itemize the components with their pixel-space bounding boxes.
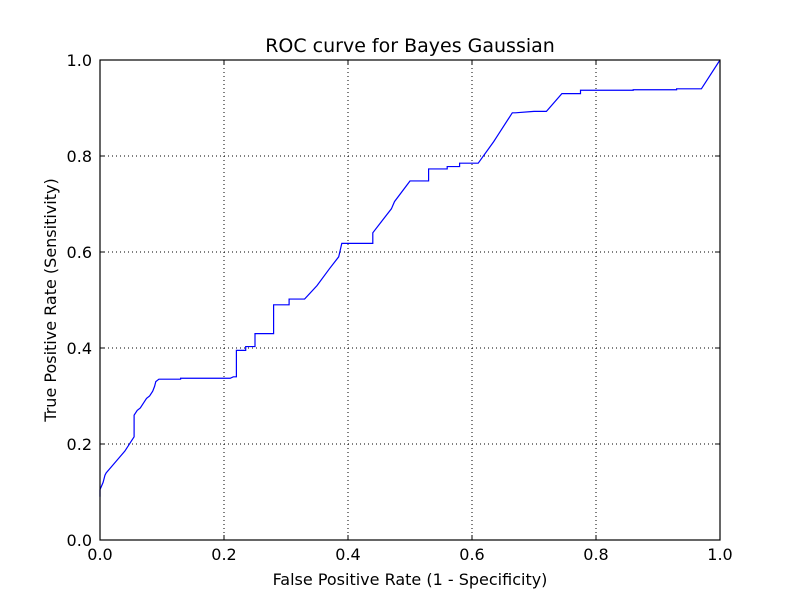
y-tick-label: 0.6 <box>67 243 92 262</box>
x-tick-label: 0.6 <box>459 545 484 564</box>
x-tick-label: 0.2 <box>211 545 236 564</box>
x-tick-label: 0.8 <box>583 545 608 564</box>
plot-frame <box>99 59 721 541</box>
y-tick-label: 0.8 <box>67 147 92 166</box>
x-tick-label: 0.0 <box>87 545 112 564</box>
roc-curve-line <box>99 59 721 497</box>
x-axis-title: False Positive Rate (1 - Specificity) <box>273 570 548 589</box>
series-layer <box>99 59 721 497</box>
y-axis-title: True Positive Rate (Sensitivity) <box>41 178 60 422</box>
tick-layer <box>99 59 721 541</box>
y-tick-label: 0.0 <box>67 531 92 550</box>
y-tick-label: 0.4 <box>67 339 92 358</box>
tick-label-layer: 0.0 0.2 0.4 0.6 0.8 1.0 0.0 0.2 0.4 0.6 0.8 1.0 <box>67 51 733 564</box>
y-tick-label: 0.2 <box>67 435 92 454</box>
y-tick-label: 1.0 <box>67 51 92 70</box>
x-tick-label: 1.0 <box>707 545 732 564</box>
grid-layer <box>100 60 720 540</box>
x-tick-label: 0.4 <box>335 545 360 564</box>
chart-title: ROC curve for Bayes Gaussian <box>265 35 555 57</box>
